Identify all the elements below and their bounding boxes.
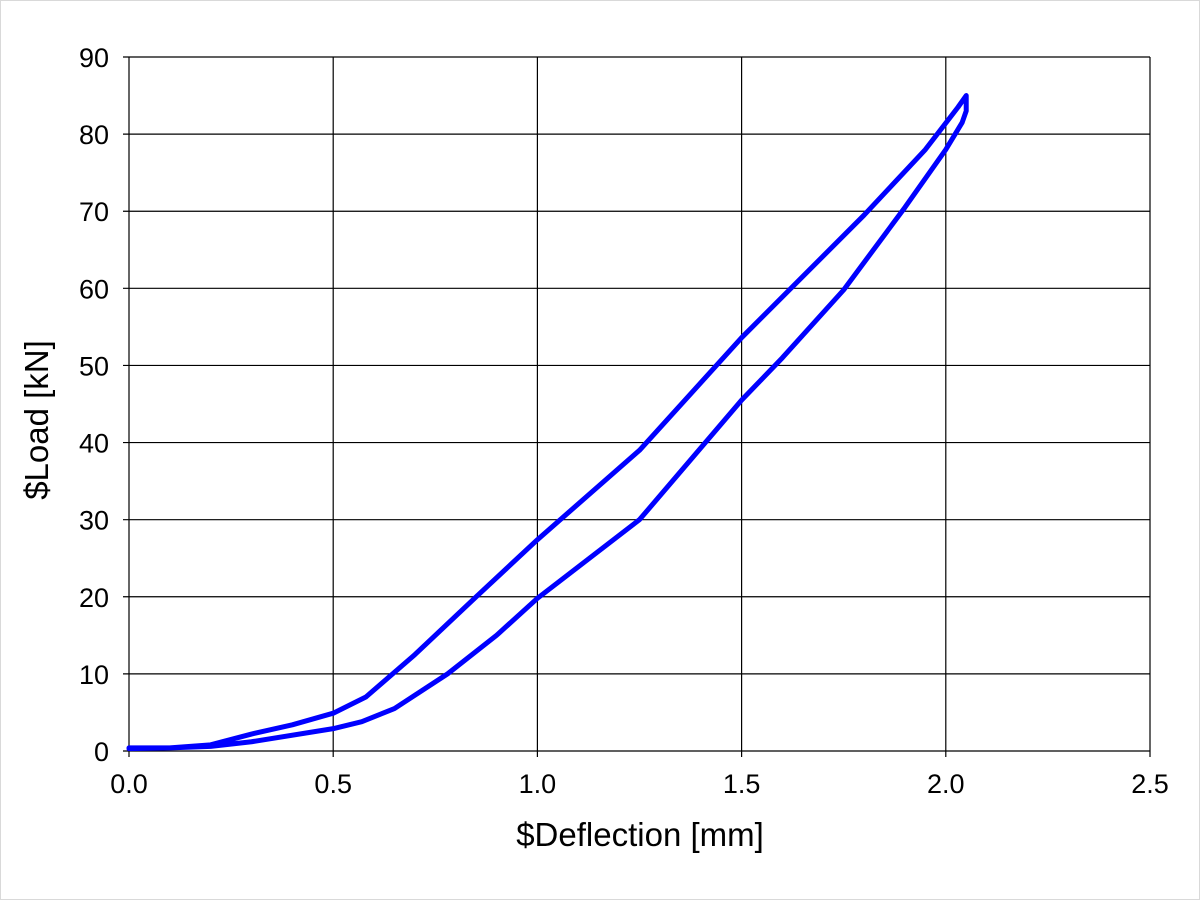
- y-tick-label: 40: [79, 429, 109, 459]
- y-tick-label: 60: [79, 274, 109, 304]
- y-tick-label: 20: [79, 583, 109, 613]
- y-tick-label: 50: [79, 351, 109, 381]
- x-tick-label: 0.0: [110, 769, 148, 799]
- y-tick-label: 90: [79, 43, 109, 73]
- x-tick-label: 1.5: [723, 769, 761, 799]
- x-tick-label: 1.0: [519, 769, 557, 799]
- y-tick-label: 10: [79, 660, 109, 690]
- x-tick-label: 2.0: [927, 769, 965, 799]
- x-tick-label: 2.5: [1131, 769, 1169, 799]
- data-line: [126, 93, 969, 752]
- y-axis-title: $Load [kN]: [18, 340, 55, 500]
- y-tick-label: 0: [94, 737, 109, 767]
- x-tick-label: 0.5: [314, 769, 352, 799]
- y-tick-label: 80: [79, 120, 109, 150]
- y-tick-label: 30: [79, 506, 109, 536]
- y-tick-label: 70: [79, 197, 109, 227]
- x-axis-title: $Deflection [mm]: [516, 816, 764, 853]
